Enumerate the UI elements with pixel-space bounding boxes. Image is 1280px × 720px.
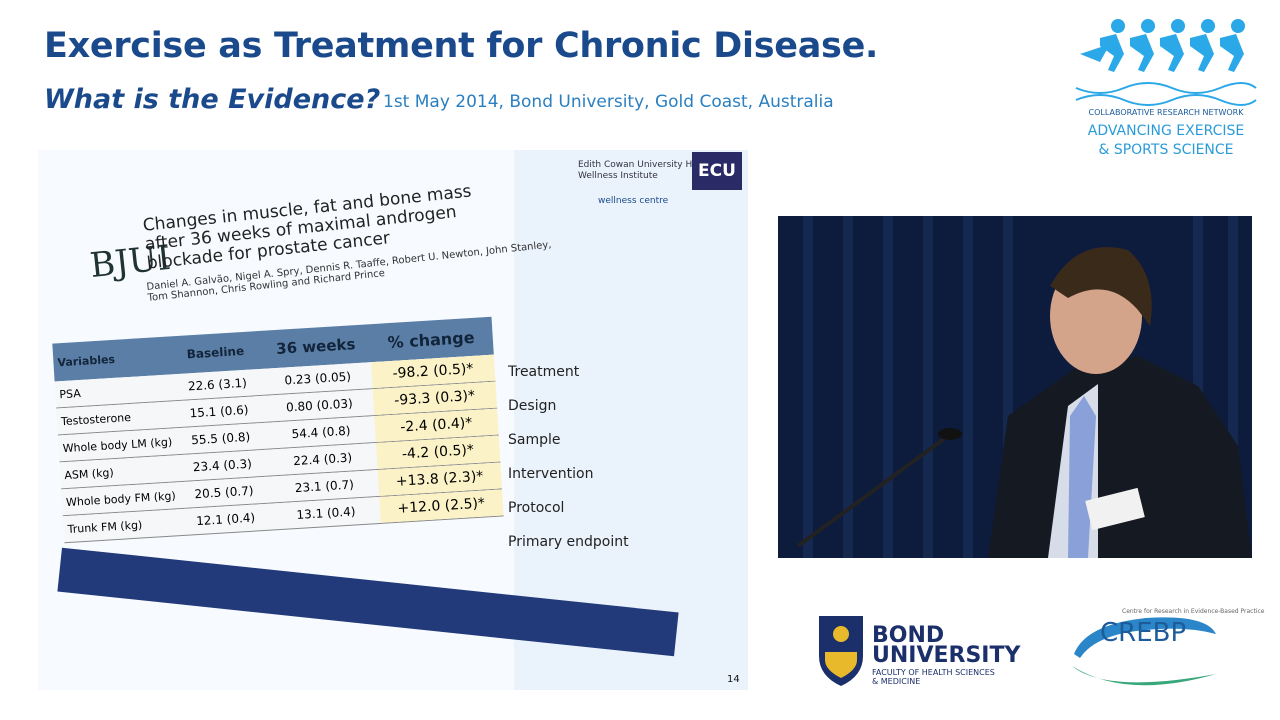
cell-36-weeks: 13.1 (0.4) bbox=[296, 504, 356, 523]
presentation-slide: Edith Cowan University Health and Wellne… bbox=[38, 150, 748, 690]
bond-line-2: UNIVERSITY bbox=[872, 643, 1021, 668]
ecu-logo: ECU bbox=[692, 152, 742, 190]
page-title: Exercise as Treatment for Chronic Diseas… bbox=[44, 26, 879, 66]
speaker-video bbox=[778, 216, 1252, 558]
cell-baseline: 20.5 (0.7) bbox=[194, 483, 254, 502]
bond-faculty-1: FACULTY OF HEALTH SCIENCES bbox=[872, 668, 995, 677]
cell-variable: Testosterone bbox=[60, 410, 132, 428]
crn-runners-logo bbox=[1075, 19, 1257, 106]
cell-baseline: 22.6 (3.1) bbox=[187, 375, 248, 394]
bond-faculty: FACULTY OF HEALTH SCIENCES & MEDICINE bbox=[872, 668, 995, 686]
crebp-swoosh-logo bbox=[1072, 617, 1216, 686]
header-36-weeks: 36 weeks bbox=[275, 335, 356, 358]
bond-faculty-2: & MEDICINE bbox=[872, 677, 921, 686]
event-line: 1st May 2014, Bond University, Gold Coas… bbox=[383, 92, 834, 112]
bond-line-1: BOND bbox=[872, 623, 945, 648]
crn-tagline-1: ADVANCING EXERCISE bbox=[1087, 123, 1245, 139]
crn-network-label: COLLABORATIVE RESEARCH NETWORK bbox=[1088, 108, 1244, 117]
wellness-label: wellness centre bbox=[598, 196, 669, 206]
crebp-tagline: Centre for Research in Evidence-Based Pr… bbox=[1122, 608, 1265, 615]
cell-baseline: 23.4 (0.3) bbox=[192, 456, 253, 475]
header-baseline: Baseline bbox=[186, 343, 245, 362]
cell-36-weeks: 54.4 (0.8) bbox=[291, 423, 351, 442]
institute-label: Edith Cowan University Health and Wellne… bbox=[578, 160, 735, 181]
results-table: Variables Baseline 36 weeks % change PSA… bbox=[52, 316, 504, 544]
crn-tagline-2: & SPORTS SCIENCE bbox=[1098, 142, 1234, 158]
slide-page-number: 14 bbox=[727, 674, 740, 685]
header-variables: Variables bbox=[57, 352, 116, 369]
cell-36-weeks: 22.4 (0.3) bbox=[292, 450, 353, 469]
crn-tagline: ADVANCING EXERCISE & SPORTS SCIENCE bbox=[1068, 122, 1264, 160]
cell-variable: Whole body LM (kg) bbox=[62, 434, 173, 455]
cell-variable: ASM (kg) bbox=[63, 465, 115, 482]
study-summary-labels: Treatment Design Sample Intervention Pro… bbox=[508, 364, 629, 568]
bond-university-crest bbox=[819, 616, 863, 686]
label-sample: Sample bbox=[508, 432, 561, 448]
page-subtitle: What is the Evidence? bbox=[44, 84, 381, 115]
label-design: Design bbox=[508, 398, 557, 414]
label-treatment: Treatment bbox=[508, 364, 580, 380]
label-primary-endpoint: Primary endpoint bbox=[508, 534, 629, 550]
bond-university-logo: BOND UNIVERSITY bbox=[872, 623, 1021, 668]
cell-36-weeks: 0.23 (0.05) bbox=[284, 369, 352, 388]
cell-variable: Whole body FM (kg) bbox=[65, 488, 177, 509]
crebp-name: CREBP bbox=[1100, 618, 1187, 648]
cell-variable: PSA bbox=[59, 386, 82, 401]
cell-36-weeks: 23.1 (0.7) bbox=[294, 477, 355, 496]
label-protocol: Protocol bbox=[508, 500, 565, 516]
cell-baseline: 12.1 (0.4) bbox=[195, 510, 256, 529]
cell-36-weeks: 0.80 (0.03) bbox=[285, 396, 354, 415]
cell-variable: Trunk FM (kg) bbox=[67, 517, 143, 536]
cell-baseline: 15.1 (0.6) bbox=[189, 402, 249, 421]
cell-baseline: 55.5 (0.8) bbox=[190, 429, 251, 448]
label-intervention: Intervention bbox=[508, 466, 594, 482]
